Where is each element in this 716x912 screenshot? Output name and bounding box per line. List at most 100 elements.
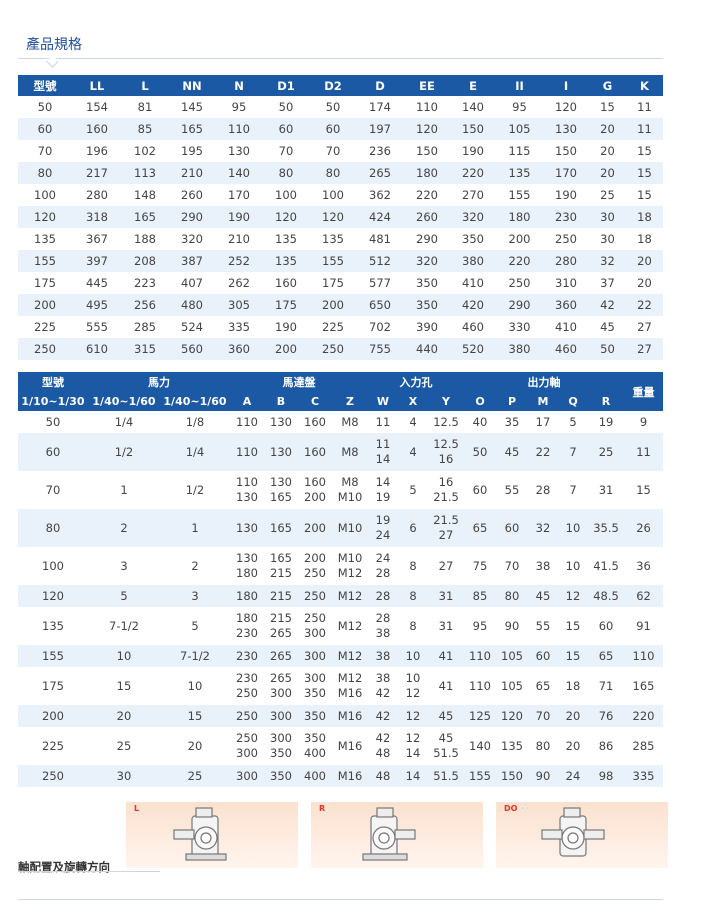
table-cell: 28 xyxy=(368,585,398,607)
table-cell: 200 xyxy=(18,294,72,316)
cell-line: 17 xyxy=(535,414,551,429)
table-cell: 170 xyxy=(216,184,262,206)
table-cell: 236 xyxy=(356,140,404,162)
cell-line: 300 xyxy=(236,746,258,760)
table-cell: 200 250 xyxy=(298,547,332,585)
cell-line: 20 xyxy=(565,708,581,723)
table-cell: 20 xyxy=(558,727,588,765)
cell-line: 50 xyxy=(472,444,488,459)
cell-line: 165 xyxy=(270,490,292,504)
table-cell: 155 xyxy=(464,765,496,787)
cell-line: 200 xyxy=(304,490,326,504)
table-cell: 135 xyxy=(18,228,72,250)
table-cell: 380 xyxy=(450,250,496,272)
table-cell: 440 xyxy=(404,338,450,360)
cell-line: 48 xyxy=(375,746,391,760)
cell-line: 155 xyxy=(469,768,491,783)
table-cell: 315 xyxy=(122,338,168,360)
table-cell: 11 xyxy=(626,118,663,140)
cell-line: 60 xyxy=(504,520,520,535)
cell-line: 41.5 xyxy=(593,558,619,573)
cell-line: 250 xyxy=(304,566,326,580)
table-cell: 12 14 xyxy=(398,727,428,765)
table-cell: 90 xyxy=(528,765,558,787)
table-cell: 120 xyxy=(496,705,528,727)
table-cell: 210 xyxy=(216,228,262,250)
table-cell: 50 xyxy=(589,338,626,360)
table-row: 250 30 25 300 350 400 M16 48 14 51.5 155 150 90 24 98 3… xyxy=(18,765,664,787)
column-header: Q xyxy=(558,392,588,411)
table-row: 155 10 7-1/2 230 265 300 M12 38 10 41 110 105 60 15 65… xyxy=(18,645,664,667)
table-row: 175 445 223 407 262 160 175 577 350 410 250 310 37 20 xyxy=(18,272,663,294)
cell-line: 95 xyxy=(472,618,488,633)
table-cell: 38 42 xyxy=(368,667,398,705)
table-cell: 75 xyxy=(464,547,496,585)
column-header: B xyxy=(264,392,298,411)
table-cell: 28 38 xyxy=(368,607,398,645)
table-cell: 50 xyxy=(18,411,88,433)
table-cell: 50 xyxy=(464,433,496,471)
table-cell: 320 xyxy=(450,206,496,228)
cell-line: 180 xyxy=(236,588,258,603)
model-group-header: 型號 xyxy=(18,372,88,392)
cell-line: 400 xyxy=(304,746,326,760)
table-cell: 20 xyxy=(626,272,663,294)
table-cell: 19 xyxy=(588,411,625,433)
table-cell: 135 xyxy=(262,228,310,250)
cell-line: 38 xyxy=(375,648,391,663)
cell-line: 300 xyxy=(304,648,326,663)
table-cell: 165 xyxy=(624,667,664,705)
cell-line: 60 xyxy=(45,444,61,459)
table-cell: 165 xyxy=(122,206,168,228)
table-cell: 577 xyxy=(356,272,404,294)
table-cell: 320 xyxy=(168,228,216,250)
cell-line: 120 xyxy=(42,588,64,603)
cell-line: 60 xyxy=(598,618,614,633)
table-cell: 130 180 xyxy=(230,547,264,585)
table-cell: 350 xyxy=(298,705,332,727)
cell-line: 62 xyxy=(636,588,651,603)
table-row: 135 7-1/2 5 180 230 215 265 250 300 M12 28 38 8 31 95 9… xyxy=(18,607,664,645)
table-cell: 35.5 xyxy=(588,509,625,547)
cell-line: 1/4 xyxy=(114,414,134,429)
cell-line: 160 xyxy=(304,475,326,489)
cell-line: 300 xyxy=(304,671,326,685)
table-cell: 208 xyxy=(122,250,168,272)
table-cell: 310 xyxy=(543,272,589,294)
cell-line: 7-1/2 xyxy=(180,648,210,663)
table-cell: 65 xyxy=(528,667,558,705)
cell-line: 5 xyxy=(191,618,199,633)
table-row: 175 15 10 230 250 265 300 300 350 M12 M16 38 42 10 12 4… xyxy=(18,667,664,705)
table-cell: 95 xyxy=(216,96,262,118)
table-cell: 14 xyxy=(398,765,428,787)
output-shaft-group-header: 出力軸 xyxy=(464,372,625,392)
cell-line: 91 xyxy=(636,618,651,633)
cell-line: 51.5 xyxy=(433,768,459,783)
column-header: LL xyxy=(72,75,122,96)
table-cell: 45 xyxy=(496,433,528,471)
table-cell: 350 xyxy=(404,294,450,316)
column-header: D2 xyxy=(310,75,356,96)
cell-line: 5 xyxy=(120,588,128,603)
table-cell: 180 xyxy=(496,206,543,228)
table-cell: 90 xyxy=(496,607,528,645)
cell-line: 26 xyxy=(636,520,651,535)
table-row: 100 3 2 130 180 165 215 200 250 M10 M12 24 28 8 27 75 70… xyxy=(18,547,664,585)
table-row: 120 318 165 290 190 120 120 424 260 320 180 230 30 18 xyxy=(18,206,663,228)
table-cell: 1/2 xyxy=(160,471,230,509)
table-cell: 80 xyxy=(18,162,72,184)
table-cell: 85 xyxy=(122,118,168,140)
table-cell: 18 xyxy=(558,667,588,705)
table-cell: 270 xyxy=(450,184,496,206)
table-cell: 230 xyxy=(230,645,264,667)
cell-line: 28 xyxy=(375,566,391,580)
table-cell: 10 xyxy=(160,667,230,705)
cell-line: 22 xyxy=(535,444,551,459)
table-row: 70 196 102 195 130 70 70 236 150 190 115 150 20 15 xyxy=(18,140,663,162)
cell-line: 35.5 xyxy=(593,520,619,535)
table-cell: 230 xyxy=(543,206,589,228)
table-cell: 250 xyxy=(230,705,264,727)
cell-line: 16 xyxy=(438,452,454,466)
table-cell: 10 xyxy=(398,645,428,667)
table-cell: 190 xyxy=(543,184,589,206)
